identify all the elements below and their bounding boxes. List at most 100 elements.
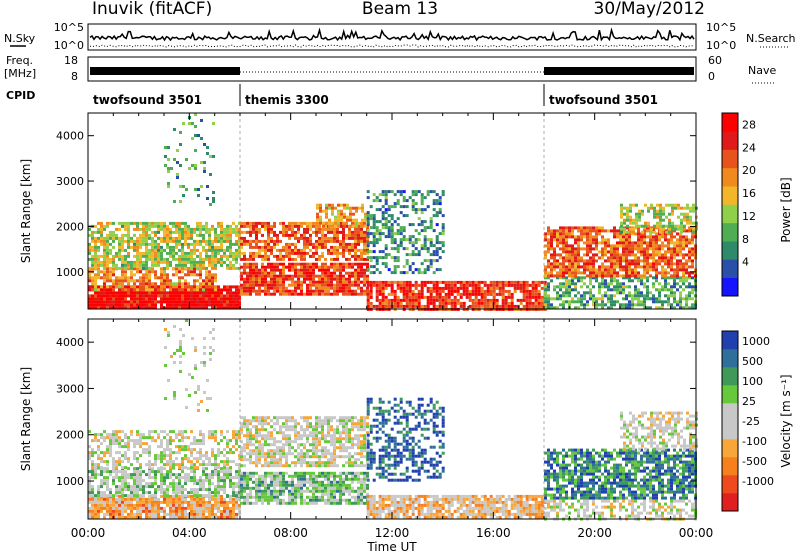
data-cell	[598, 271, 601, 275]
data-cell	[232, 257, 235, 261]
data-cell	[309, 274, 312, 278]
data-cell	[136, 476, 139, 480]
data-cell	[626, 230, 629, 234]
data-cell	[303, 262, 306, 266]
data-cell	[474, 280, 478, 284]
data-cell	[372, 223, 376, 227]
data-cell	[327, 268, 330, 272]
freq-band-twofsound-2	[544, 67, 694, 75]
data-cell	[372, 271, 376, 275]
data-cell	[151, 248, 154, 252]
data-cell	[151, 282, 154, 286]
data-cell	[94, 503, 97, 507]
data-cell	[667, 265, 670, 269]
data-cell	[559, 235, 562, 239]
data-cell	[151, 245, 154, 249]
data-cell	[348, 271, 351, 275]
data-cell	[145, 282, 148, 286]
data-cell	[598, 303, 601, 307]
data-cell	[282, 283, 285, 287]
data-cell	[315, 257, 318, 261]
data-cell	[142, 491, 145, 495]
data-cell	[91, 248, 94, 252]
data-cell	[249, 245, 252, 249]
data-cell	[196, 294, 199, 298]
colorbar-block	[722, 149, 738, 169]
data-cell	[339, 286, 342, 290]
data-cell	[124, 266, 127, 270]
data-cell	[88, 279, 91, 283]
data-cell	[661, 253, 664, 257]
data-cell	[315, 289, 318, 293]
data-cell	[214, 300, 217, 304]
data-cell	[190, 470, 193, 474]
data-cell	[673, 276, 676, 280]
data-cell	[623, 206, 626, 210]
data-cell	[426, 265, 430, 269]
data-cell	[97, 512, 100, 516]
data-cell	[396, 283, 400, 287]
data-cell	[483, 295, 487, 299]
data-cell	[94, 282, 97, 286]
data-cell	[471, 301, 475, 305]
data-cell	[276, 233, 279, 237]
data-cell	[196, 273, 199, 277]
data-cell	[574, 265, 577, 269]
data-cell	[103, 497, 106, 501]
data-cell	[214, 260, 217, 264]
data-cell	[628, 279, 631, 283]
data-cell	[279, 277, 282, 281]
data-cell	[628, 271, 631, 275]
data-cell	[179, 185, 182, 188]
data-cell	[688, 285, 691, 289]
data-cell	[658, 235, 661, 239]
data-cell	[238, 245, 241, 249]
data-cell	[232, 297, 235, 301]
data-cell	[181, 491, 184, 495]
data-cell	[658, 300, 661, 304]
data-cell	[199, 263, 202, 267]
data-cell	[477, 280, 481, 284]
data-cell	[583, 262, 586, 266]
data-cell	[255, 233, 258, 237]
power-colorbar-label: Power [dB]	[779, 177, 793, 242]
data-cell	[169, 503, 172, 507]
data-cell	[683, 212, 686, 216]
data-cell	[112, 270, 115, 274]
data-cell	[559, 265, 562, 269]
data-cell	[193, 473, 196, 477]
data-cell	[261, 254, 264, 258]
data-cell	[261, 274, 264, 278]
data-cell	[193, 515, 196, 519]
data-cell	[420, 208, 424, 212]
data-cell	[115, 494, 118, 498]
data-cell	[405, 214, 409, 218]
data-cell	[264, 221, 267, 225]
data-cell	[598, 226, 601, 230]
data-cell	[354, 277, 357, 281]
data-cell	[190, 476, 193, 480]
data-cell	[462, 301, 466, 305]
data-cell	[405, 283, 409, 287]
data-cell	[327, 239, 330, 243]
data-cell	[157, 503, 160, 507]
data-cell	[369, 271, 373, 275]
data-cell	[447, 289, 451, 293]
data-cell	[160, 291, 163, 295]
data-cell	[568, 229, 571, 233]
data-cell	[610, 265, 613, 269]
data-cell	[178, 291, 181, 295]
data-cell	[411, 208, 415, 212]
data-cell	[243, 265, 246, 269]
data-cell	[109, 503, 112, 507]
data-cell	[420, 295, 424, 299]
data-cell	[97, 297, 100, 301]
data-cell	[635, 215, 638, 219]
data-cell	[592, 256, 595, 260]
data-cell	[157, 251, 160, 255]
data-cell	[121, 285, 124, 289]
data-cell	[315, 242, 318, 246]
data-cell	[243, 271, 246, 275]
data-cell	[583, 268, 586, 272]
data-cell	[211, 303, 214, 307]
